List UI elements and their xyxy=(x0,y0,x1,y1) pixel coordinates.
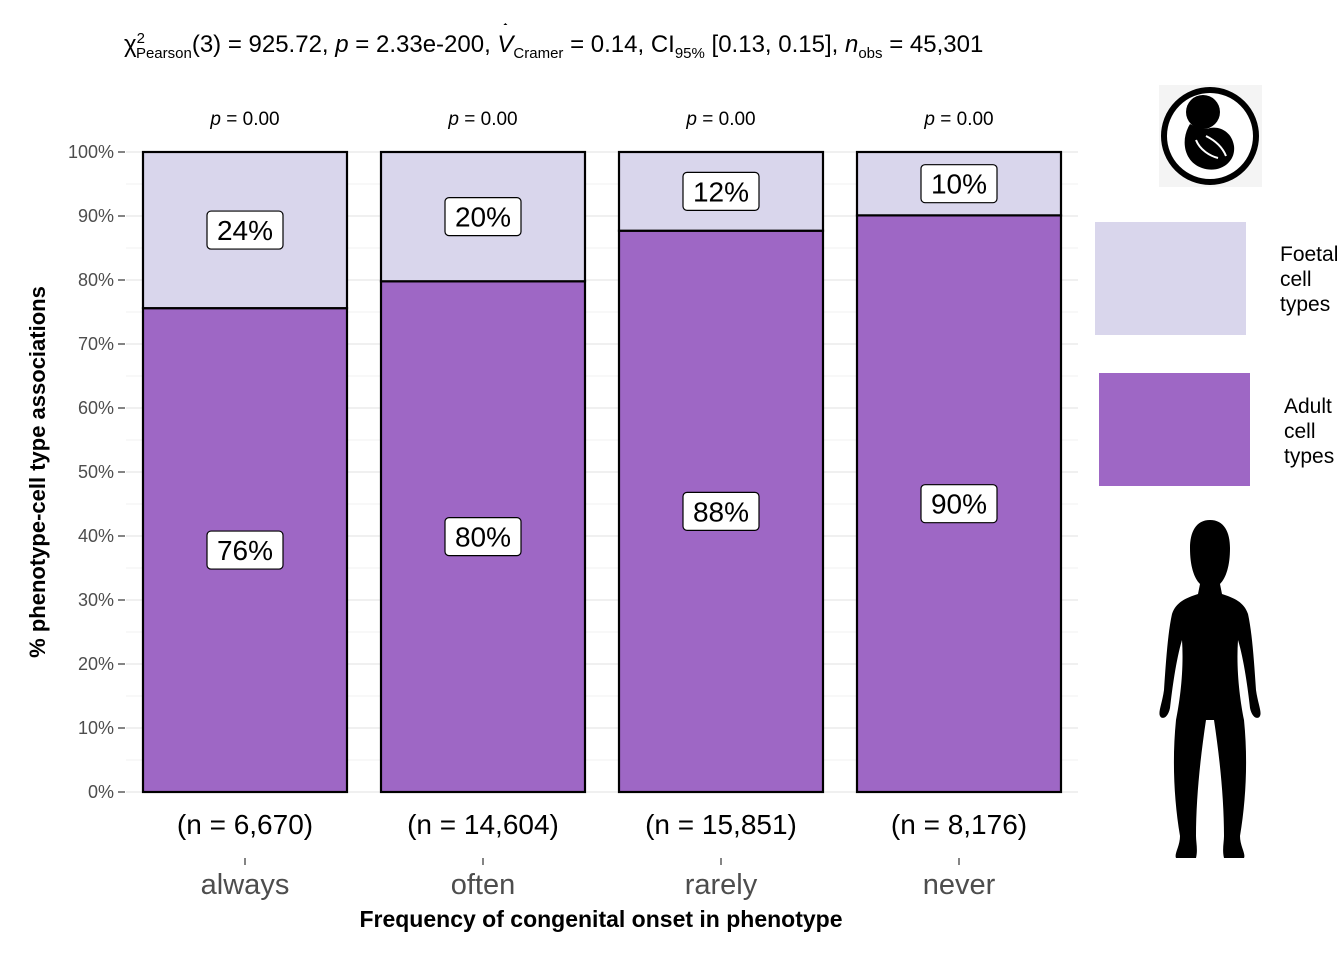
legend-key-foetal xyxy=(1095,222,1246,335)
p-value-label-always: p = 0.00 xyxy=(209,109,279,130)
y-tick-label: 30% xyxy=(78,590,114,610)
data-label-adult-rarely: 88% xyxy=(693,496,749,527)
data-label-adult-never: 90% xyxy=(931,489,987,520)
data-label-foetal-rarely: 12% xyxy=(693,176,749,207)
x-tick-label-always: always xyxy=(201,869,290,901)
y-tick-label: 90% xyxy=(78,206,114,226)
y-tick-label: 100% xyxy=(68,142,114,162)
legend-label-foetal: Foetal cell types xyxy=(1280,243,1338,316)
y-tick-label: 60% xyxy=(78,398,114,418)
y-tick-label: 80% xyxy=(78,270,114,290)
data-label-adult-never-box xyxy=(920,484,998,524)
p-value-label-often: p = 0.00 xyxy=(447,109,517,130)
p-value-label-rarely: p = 0.00 xyxy=(685,109,755,130)
chart-subtitle-statistics: χ2Pearson(3) = 925.72, p = 2.33e-200, VC… xyxy=(124,30,984,62)
y-tick-label: 50% xyxy=(78,462,114,482)
legend-label-adult: Adult cell types xyxy=(1284,395,1334,468)
data-label-foetal-often-box xyxy=(444,197,522,237)
p-value-label-never: p = 0.00 xyxy=(923,109,993,130)
count-label-always: (n = 6,670) xyxy=(177,809,313,840)
data-label-adult-rarely-box xyxy=(682,491,760,531)
y-tick-label: 10% xyxy=(78,718,114,738)
data-label-foetal-never: 10% xyxy=(931,169,987,200)
data-label-adult-often: 80% xyxy=(455,522,511,553)
fetus-icon xyxy=(1159,85,1262,187)
x-tick-label-never: never xyxy=(923,869,996,901)
data-label-foetal-always: 24% xyxy=(217,215,273,246)
count-label-never: (n = 8,176) xyxy=(891,809,1027,840)
y-tick-label: 70% xyxy=(78,334,114,354)
data-label-adult-often-box xyxy=(444,517,522,557)
x-tick-label-often: often xyxy=(451,869,516,901)
y-axis-title: % phenotype-cell type associations xyxy=(25,286,50,658)
data-label-foetal-always-box xyxy=(206,210,284,250)
data-label-foetal-often: 20% xyxy=(455,202,511,233)
data-label-adult-always: 76% xyxy=(217,535,273,566)
y-tick-label: 20% xyxy=(78,654,114,674)
x-axis-title: Frequency of congenital onset in phenoty… xyxy=(359,906,842,932)
count-label-often: (n = 14,604) xyxy=(407,809,559,840)
data-label-foetal-never-box xyxy=(920,164,998,204)
human-silhouette-icon xyxy=(1159,520,1261,858)
count-label-rarely: (n = 15,851) xyxy=(645,809,797,840)
data-label-adult-always-box xyxy=(206,530,284,570)
y-tick-label: 40% xyxy=(78,526,114,546)
data-label-foetal-rarely-box xyxy=(682,171,760,211)
x-tick-label-rarely: rarely xyxy=(685,869,758,901)
legend-key-adult xyxy=(1099,373,1250,486)
y-tick-label: 0% xyxy=(88,782,114,802)
